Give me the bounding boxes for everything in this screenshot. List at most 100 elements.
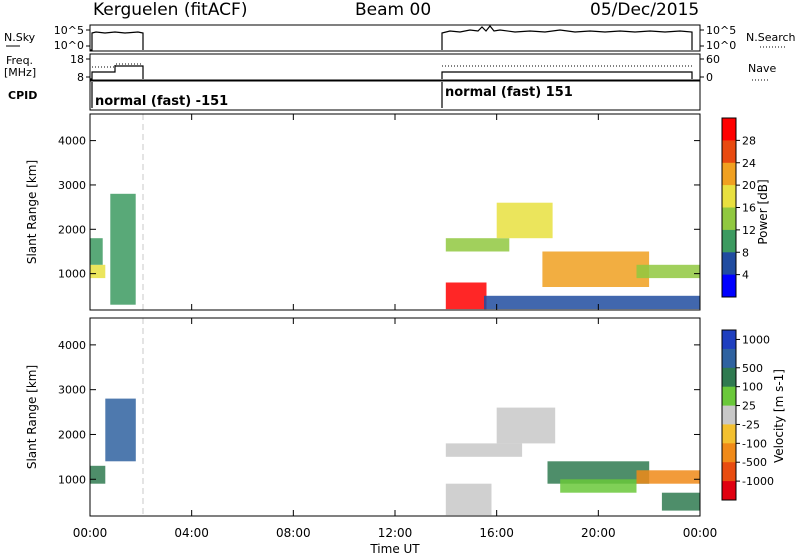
freq-label-line1: Freq. — [6, 54, 33, 67]
power-cbar-swatch — [722, 229, 736, 253]
power-cbar-tick-label: 16 — [742, 202, 756, 215]
ytick-label: 4000 — [58, 135, 86, 148]
x-axis: 00:00 04:00 08:00 12:00 16:00 20:00 00:00 — [73, 114, 718, 540]
nave-tick-low: 0 — [706, 71, 713, 84]
nave-trace-1 — [92, 63, 143, 68]
power-regions-cell-8 — [484, 295, 700, 310]
vel-cbar-swatch — [722, 348, 736, 369]
nsky-trace-2 — [441, 25, 693, 50]
power-regions-cell-2 — [110, 193, 136, 305]
vel-regions-cell-0 — [90, 465, 106, 484]
ytick-label: 3000 — [58, 179, 86, 192]
vel-regions-cell-8 — [661, 492, 700, 511]
power-cbar-swatch — [722, 140, 736, 164]
nsky-trace-1 — [90, 31, 144, 51]
power-cbar-tick-label: 12 — [742, 224, 756, 237]
power-regions-cell-7 — [636, 264, 700, 279]
freq-tick-high: 18 — [70, 53, 84, 66]
power-regions — [90, 193, 700, 310]
nsky-tick-low: 10^0 — [54, 39, 84, 52]
velocity-yticks: 1000 2000 3000 4000 — [58, 339, 700, 486]
nave-label: Nave — [748, 62, 776, 75]
power-cbar-swatch — [722, 118, 736, 141]
xtick-label: 04:00 — [174, 526, 209, 540]
freq-strip: 18 8 60 0 Freq. [MHz] Nave — [4, 53, 776, 84]
vel-regions-cell-5 — [547, 461, 650, 484]
power-cbar-swatch — [722, 274, 736, 298]
vel-regions-cell-4 — [496, 407, 556, 444]
vel-cbar-swatch — [722, 424, 736, 444]
xtick-label: 08:00 — [276, 526, 311, 540]
cpid-label: CPID — [8, 89, 37, 102]
nsky-strip: 10^5 10^0 10^5 10^0 N.Sky N.Search — [4, 24, 796, 52]
vel-cbar-swatch — [722, 405, 736, 425]
power-cbar-swatch — [722, 185, 736, 208]
power-cbar-tick-label: 20 — [742, 179, 756, 192]
velocity-colorbar: 1000 500 100 25 -25 -100 -500 -1000 — [721, 329, 774, 501]
date-title: 05/Dec/2015 — [590, 0, 700, 20]
freq-label-line2: [MHz] — [4, 66, 36, 79]
velocity-colorbar-label: Velocity [m s-1] — [772, 369, 786, 463]
vel-cbar-tick-label: 25 — [742, 400, 756, 413]
power-cbar-tick-label: 24 — [742, 157, 756, 170]
power-colorbar: 28 24 20 16 12 8 4 — [721, 117, 756, 298]
power-regions-cell-6 — [542, 251, 650, 287]
power-regions-cell-0 — [90, 264, 106, 279]
power-ylabel: Slant Range [km] — [25, 160, 39, 264]
vel-cbar-swatch — [722, 481, 736, 501]
power-cbar-swatch — [722, 207, 736, 231]
power-colorbar-label: Power [dB] — [756, 179, 770, 244]
x-axis-label: Time UT — [369, 542, 420, 554]
vel-regions-cell-2 — [445, 483, 492, 516]
power-yticks: 1000 2000 3000 4000 — [58, 135, 700, 281]
nsearch-tick-high: 10^5 — [706, 24, 736, 37]
vel-cbar-tick-label: -25 — [742, 418, 760, 431]
ytick-label: 2000 — [58, 223, 86, 236]
ytick-label: 1000 — [58, 268, 86, 281]
vel-cbar-swatch — [722, 386, 736, 407]
vel-cbar-swatch — [722, 330, 736, 350]
power-cbar-tick-label: 4 — [742, 269, 749, 282]
power-cbar-swatch — [722, 162, 736, 186]
vel-regions-cell-1 — [105, 398, 136, 462]
vel-regions-cell-7 — [636, 470, 700, 484]
vel-cbar-tick-label: -100 — [742, 437, 767, 450]
cpid-segment-2: normal (fast) 151 — [445, 85, 573, 100]
vel-cbar-tick-label: -1000 — [742, 475, 774, 488]
velocity-ylabel: Slant Range [km] — [25, 365, 39, 469]
vel-cbar-swatch — [722, 462, 736, 482]
freq-trace-1 — [90, 65, 144, 80]
freq-trace-2 — [441, 71, 693, 79]
xtick-label: 00:00 — [683, 526, 718, 540]
xtick-label: 16:00 — [479, 526, 514, 540]
power-regions-cell-3 — [445, 282, 487, 310]
ytick-label: 1000 — [58, 473, 86, 486]
velocity-regions — [90, 398, 700, 516]
xtick-label: 20:00 — [581, 526, 616, 540]
vel-cbar-tick-label: -500 — [742, 456, 767, 469]
cpid-segment-1: normal (fast) -151 — [95, 94, 228, 109]
freq-tick-low: 8 — [77, 71, 84, 84]
vel-regions-cell-6 — [560, 479, 637, 493]
power-cbar-tick-label: 28 — [742, 134, 756, 147]
ytick-label: 3000 — [58, 384, 86, 397]
vel-cbar-swatch — [722, 443, 736, 463]
power-panel: 1000 2000 3000 4000 Slant Range [km] — [25, 113, 701, 311]
power-regions-cell-5 — [496, 202, 553, 239]
beam-title: Beam 00 — [355, 0, 432, 20]
vel-cbar-tick-label: 500 — [742, 362, 763, 375]
vel-regions-cell-3 — [445, 443, 523, 457]
nsearch-tick-low: 10^0 — [706, 39, 736, 52]
xtick-label: 00:00 — [73, 526, 108, 540]
nsky-label: N.Sky — [4, 31, 36, 44]
ytick-label: 2000 — [58, 428, 86, 441]
vel-cbar-tick-label: 1000 — [742, 333, 770, 346]
vel-cbar-tick-label: 100 — [742, 381, 763, 394]
station-title: Kerguelen (fitACF) — [93, 0, 248, 20]
velocity-panel: 1000 2000 3000 4000 Slant Range [km] — [25, 317, 701, 517]
vel-cbar-frame — [721, 329, 737, 501]
ytick-label: 4000 — [58, 339, 86, 352]
nsky-tick-high: 10^5 — [54, 24, 84, 37]
